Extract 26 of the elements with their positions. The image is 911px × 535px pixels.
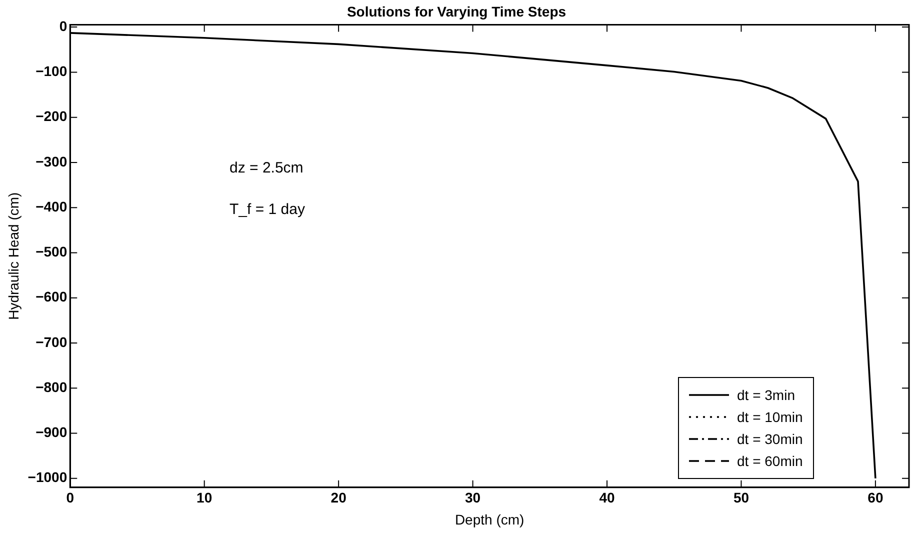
y-tick-label: 0: [59, 18, 68, 34]
y-tick-label: −100: [36, 63, 68, 80]
legend-label: dt = 10min: [737, 409, 803, 426]
x-tick-label: 60: [868, 490, 884, 506]
x-tick-label: 50: [733, 490, 750, 506]
annotation: T_f = 1 day: [230, 200, 306, 218]
legend-label: dt = 30min: [737, 431, 803, 448]
y-tick-label: −500: [36, 244, 68, 260]
x-axis-title: Depth (cm): [454, 511, 524, 528]
y-tick-label: −600: [36, 288, 68, 305]
y-tick-label: −200: [36, 108, 68, 124]
y-tick-label: −300: [36, 153, 68, 170]
y-tick-label: −800: [36, 378, 68, 395]
x-tick-label: 40: [599, 490, 615, 506]
y-tick-label: −400: [36, 198, 68, 214]
y-axis-title: Hydraulic Head (cm): [5, 192, 22, 320]
annotation: dz = 2.5cm: [230, 159, 304, 176]
legend-label: dt = 60min: [737, 453, 803, 470]
x-tick-label: 30: [464, 490, 481, 506]
x-tick-label: 10: [196, 490, 212, 506]
x-tick-label: 20: [330, 490, 347, 506]
y-tick-label: −700: [36, 334, 68, 350]
legend-label: dt = 3min: [737, 387, 795, 404]
y-tick-label: −900: [36, 424, 68, 440]
y-tick-label: −1000: [28, 469, 68, 486]
chart-title: Solutions for Varying Time Steps: [346, 3, 566, 20]
